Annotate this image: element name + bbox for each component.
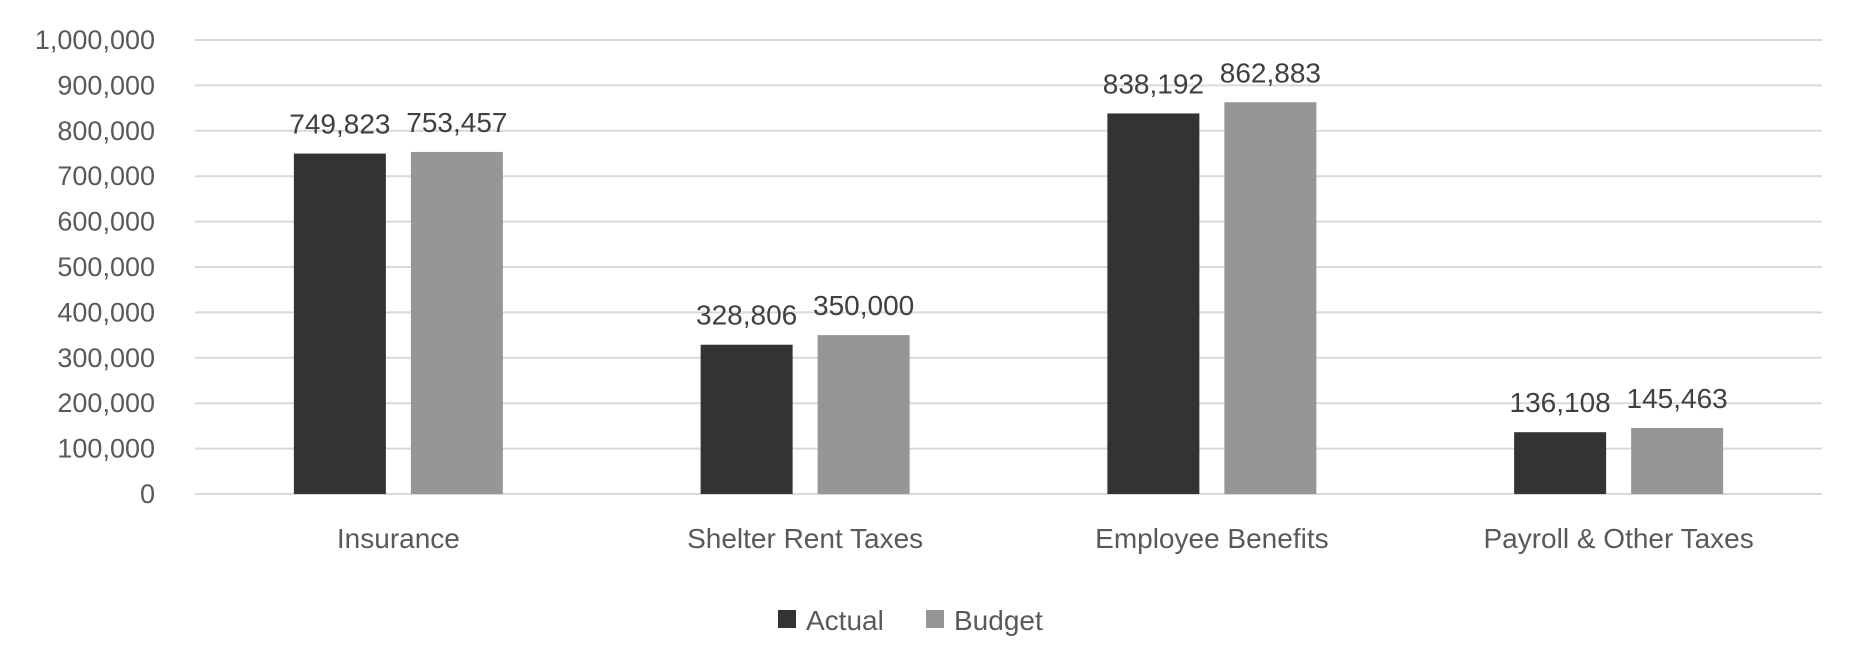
y-tick-label: 400,000 [57,297,155,327]
data-label: 862,883 [1220,57,1321,88]
data-labels: 749,823 753,457 328,806 350,000 838,192 862,8… [289,57,1727,418]
y-tick-label: 300,000 [57,343,155,373]
bar-actual [293,153,386,494]
y-tick-label: 0 [140,479,155,509]
legend-item-budget: Budget [926,605,1043,636]
data-label: 749,823 [289,109,390,140]
data-label: 328,806 [696,300,797,331]
category-label: Shelter Rent Taxes [687,523,923,554]
legend-label: Actual [806,605,884,636]
bar-actual [1514,432,1607,494]
bar-budget [817,335,910,494]
bar-budget [410,151,503,494]
category-label: Payroll & Other Taxes [1483,523,1753,554]
bar-actual [700,344,793,494]
bars [293,102,1724,495]
x-axis-categories: Insurance Shelter Rent Taxes Employee Bene… [337,523,1754,554]
y-axis-ticks: 0 100,000 200,000 300,000 400,000 500,000 600,… [35,25,155,509]
y-tick-label: 1,000,000 [35,25,155,55]
data-label: 145,463 [1627,383,1728,414]
y-tick-label: 900,000 [57,70,155,100]
data-label: 838,192 [1103,68,1204,99]
bar-budget [1631,427,1724,494]
y-tick-label: 100,000 [57,434,155,464]
bar-actual [1107,113,1200,495]
legend-swatch [926,610,944,628]
y-tick-label: 500,000 [57,252,155,282]
category-label: Employee Benefits [1095,523,1328,554]
y-tick-label: 600,000 [57,207,155,237]
legend: Actual Budget [778,605,1043,636]
data-label: 350,000 [813,290,914,321]
data-label: 753,457 [406,107,507,138]
legend-item-actual: Actual [778,605,884,636]
y-tick-label: 200,000 [57,388,155,418]
bar-budget [1224,102,1317,494]
data-label: 136,108 [1510,387,1611,418]
legend-label: Budget [954,605,1043,636]
legend-swatch [778,610,796,628]
y-tick-label: 800,000 [57,116,155,146]
y-tick-label: 700,000 [57,161,155,191]
category-label: Insurance [337,523,460,554]
